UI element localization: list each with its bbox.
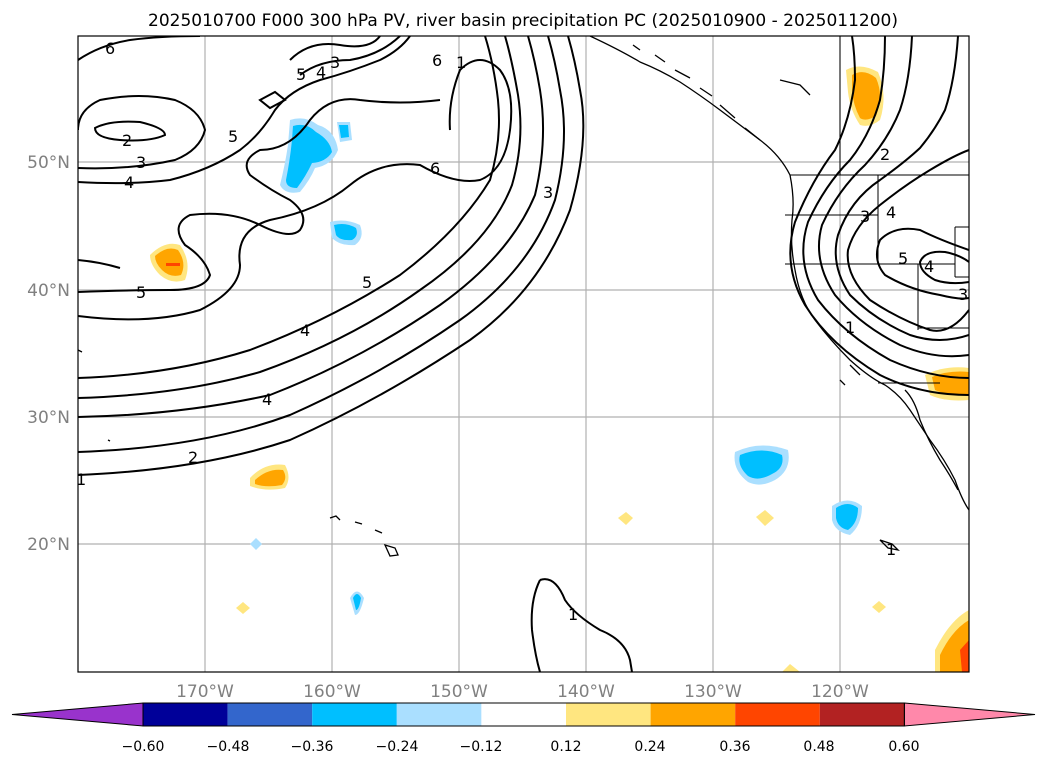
map-background bbox=[78, 36, 969, 672]
contour-label: 2 bbox=[880, 145, 890, 164]
colorbar-extend-low bbox=[11, 702, 144, 727]
colorbar-tick-label: −0.48 bbox=[207, 739, 250, 755]
contour-label: 5 bbox=[228, 127, 238, 146]
colorbar-segment bbox=[735, 703, 820, 726]
colorbar-segments bbox=[11, 702, 1036, 727]
lat-label: 40°N bbox=[27, 281, 70, 301]
colorbar-segment bbox=[312, 703, 397, 726]
contour-label: 4 bbox=[886, 203, 896, 222]
figure-title: 2025010700 F000 300 hPa PV, river basin … bbox=[148, 11, 898, 31]
contour-label: 5 bbox=[362, 273, 372, 292]
contour-label: 6 bbox=[432, 51, 442, 70]
lon-label: 140°W bbox=[557, 682, 615, 702]
contour-label: 1 bbox=[886, 540, 896, 559]
colorbar-tick-label: 0.12 bbox=[550, 739, 581, 755]
contour-label: 4 bbox=[124, 173, 134, 192]
lat-label: 30°N bbox=[27, 408, 70, 428]
contour-label: 6 bbox=[430, 159, 440, 178]
pv-contours bbox=[78, 36, 969, 672]
colorbar-outline bbox=[142, 702, 905, 727]
colorbar-ticks: −0.60 −0.48 −0.36 −0.24 −0.12 0.12 0.24 … bbox=[122, 739, 920, 755]
colorbar-segment bbox=[566, 703, 651, 726]
colorbar-tick-label: 0.36 bbox=[719, 739, 750, 755]
colorbar: −0.60 −0.48 −0.36 −0.24 −0.12 0.12 0.24 … bbox=[11, 702, 1036, 755]
lat-label: 20°N bbox=[27, 535, 70, 555]
contour-label: 1 bbox=[456, 53, 466, 72]
contour-label: 1 bbox=[76, 470, 86, 489]
contour-label: 3 bbox=[330, 53, 340, 72]
contour-label: 3 bbox=[136, 153, 146, 172]
lon-label: 150°W bbox=[430, 682, 488, 702]
contour-label: 6 bbox=[105, 39, 115, 58]
lat-label: 50°N bbox=[27, 153, 70, 173]
colorbar-tick-label: −0.12 bbox=[460, 739, 503, 755]
colorbar-segment bbox=[396, 703, 482, 726]
contour-labels: 6 3 5 4 5 6 1 2 3 4 5 6 3 4 5 4 2 1 1 2 … bbox=[76, 39, 968, 624]
contour-label: 2 bbox=[122, 131, 132, 150]
colorbar-tick-label: 0.48 bbox=[803, 739, 834, 755]
contour-label: 4 bbox=[300, 321, 310, 340]
lon-label: 120°W bbox=[811, 682, 869, 702]
colorbar-tick-label: 0.60 bbox=[888, 739, 919, 755]
contour-label: 1 bbox=[845, 318, 855, 337]
contour-label: 4 bbox=[316, 63, 326, 82]
contour-label: 5 bbox=[296, 65, 306, 84]
contour-label: 5 bbox=[898, 249, 908, 268]
longitude-labels: 170°W 160°W 150°W 140°W 130°W 120°W bbox=[176, 682, 869, 702]
map-frame bbox=[77, 35, 970, 673]
colorbar-segment bbox=[819, 703, 905, 726]
colorbar-tick-label: −0.60 bbox=[122, 739, 165, 755]
colorbar-tick-label: −0.24 bbox=[376, 739, 419, 755]
contour-label: 4 bbox=[924, 257, 934, 276]
contour-label: 2 bbox=[188, 448, 198, 467]
coastlines bbox=[78, 36, 969, 557]
contour-label: 3 bbox=[958, 285, 968, 304]
contour-label: 1 bbox=[568, 605, 578, 624]
latitude-labels: 50°N 40°N 30°N 20°N bbox=[27, 153, 70, 555]
colorbar-segment bbox=[227, 703, 313, 726]
lon-label: 130°W bbox=[684, 682, 742, 702]
colorbar-segment bbox=[143, 703, 228, 726]
colorbar-tick-label: −0.36 bbox=[291, 739, 334, 755]
colorbar-segment bbox=[650, 703, 736, 726]
borders bbox=[785, 36, 969, 384]
contour-label: 3 bbox=[860, 207, 870, 226]
lon-label: 160°W bbox=[303, 682, 361, 702]
contour-label: 3 bbox=[543, 183, 553, 202]
contour-label: 5 bbox=[136, 283, 146, 302]
contour-label: 4 bbox=[262, 390, 272, 409]
colorbar-extend-high bbox=[903, 702, 1036, 727]
colorbar-tick-label: 0.24 bbox=[634, 739, 665, 755]
colorbar-segment bbox=[481, 703, 566, 726]
lon-label: 170°W bbox=[176, 682, 234, 702]
